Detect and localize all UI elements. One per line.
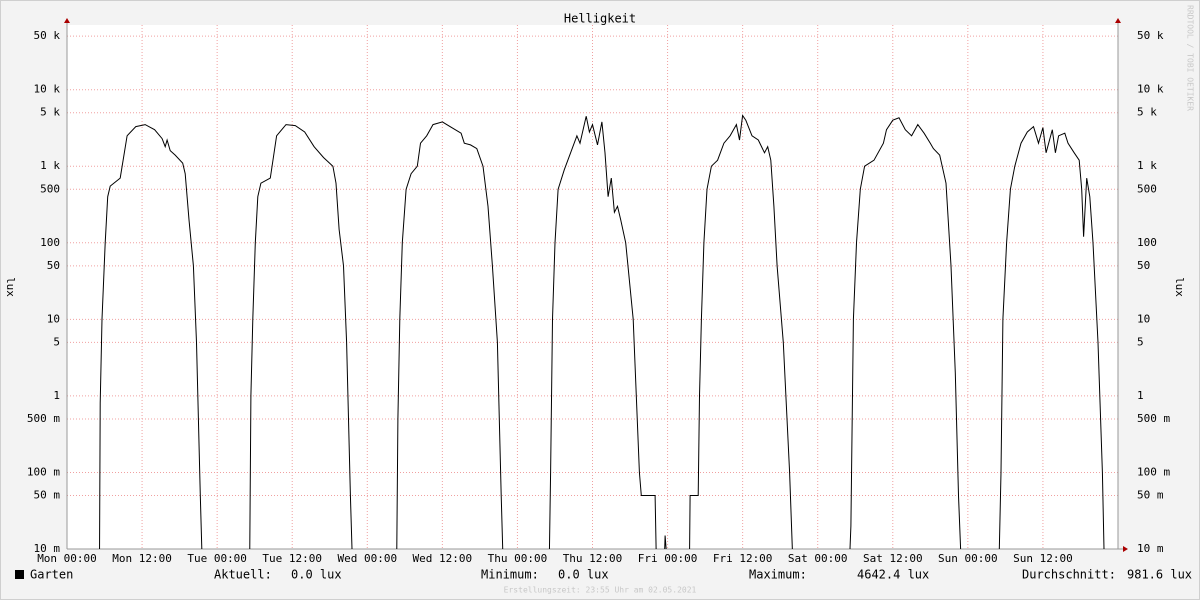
axis-arrow	[1115, 18, 1121, 23]
data-line	[99, 114, 1105, 549]
y-tick-label: 50	[47, 259, 60, 272]
x-tick-label: Wed 12:00	[413, 552, 473, 565]
x-tick-label: Tue 12:00	[262, 552, 322, 565]
x-tick-label: Wed 00:00	[337, 552, 397, 565]
x-tick-label: Thu 12:00	[563, 552, 623, 565]
y-tick-label-right: 100	[1137, 236, 1157, 249]
x-tick-label: Mon 00:00	[37, 552, 97, 565]
stat-label: Aktuell:	[214, 568, 272, 582]
y-tick-label: 100	[40, 236, 60, 249]
y-tick-label-right: 50 k	[1137, 29, 1164, 42]
y-tick-label-right: 10	[1137, 312, 1150, 325]
x-tick-label: Thu 00:00	[488, 552, 548, 565]
y-tick-label-right: 10 k	[1137, 83, 1164, 96]
watermark: RRDTOOL / TOBI OETIKER	[1186, 5, 1195, 111]
y-tick-label-right: 100 m	[1137, 465, 1170, 478]
stat-value: 0.0 lux	[291, 568, 342, 582]
y-tick-label: 5	[53, 335, 60, 348]
y-tick-label: 100 m	[27, 465, 60, 478]
y-tick-label-right: 10 m	[1137, 542, 1164, 555]
y-tick-label-right: 5	[1137, 335, 1144, 348]
x-tick-label: Sat 12:00	[863, 552, 923, 565]
x-tick-label: Sun 00:00	[938, 552, 998, 565]
y-axis-label: lux	[4, 277, 17, 297]
axis-arrow	[64, 18, 70, 23]
x-tick-label: Fri 12:00	[713, 552, 773, 565]
y-tick-label: 10	[47, 312, 60, 325]
footer: Erstellungszeit: 23:55 Uhr am 02.05.2021	[504, 586, 697, 595]
y-tick-label: 500 m	[27, 412, 60, 425]
x-tick-label: Sat 00:00	[788, 552, 848, 565]
legend-swatch	[15, 570, 24, 579]
stat-value: 4642.4 lux	[857, 568, 929, 582]
y-tick-label: 5 k	[40, 106, 60, 119]
stat-value: 981.6 lux	[1127, 568, 1192, 582]
y-tick-label: 10 k	[34, 83, 61, 96]
chart-title: Helligkeit	[564, 12, 636, 26]
stat-label: Durchschnitt:	[1022, 568, 1116, 582]
stat-value: 0.0 lux	[558, 568, 609, 582]
y-tick-label: 1	[53, 389, 60, 402]
y-tick-label-right: 500 m	[1137, 412, 1170, 425]
x-tick-label: Mon 12:00	[112, 552, 172, 565]
y-tick-label: 1 k	[40, 159, 60, 172]
y-axis-label-right: lux	[1173, 277, 1186, 297]
y-tick-label-right: 50	[1137, 259, 1150, 272]
y-tick-label: 50 m	[34, 488, 61, 501]
y-tick-label-right: 500	[1137, 182, 1157, 195]
y-tick-label-right: 5 k	[1137, 106, 1157, 119]
axis-arrow	[1123, 546, 1128, 552]
x-tick-label: Sun 12:00	[1013, 552, 1073, 565]
y-tick-label: 10 m	[34, 542, 61, 555]
x-tick-label: Fri 00:00	[638, 552, 698, 565]
stat-label: Maximum:	[749, 568, 807, 582]
y-tick-label-right: 50 m	[1137, 488, 1164, 501]
y-tick-label: 50 k	[34, 29, 61, 42]
y-tick-label: 500	[40, 182, 60, 195]
legend-label: Garten	[30, 568, 73, 582]
y-tick-label-right: 1	[1137, 389, 1144, 402]
x-tick-label: Tue 00:00	[187, 552, 247, 565]
stat-label: Minimum:	[481, 568, 539, 582]
y-tick-label-right: 1 k	[1137, 159, 1157, 172]
